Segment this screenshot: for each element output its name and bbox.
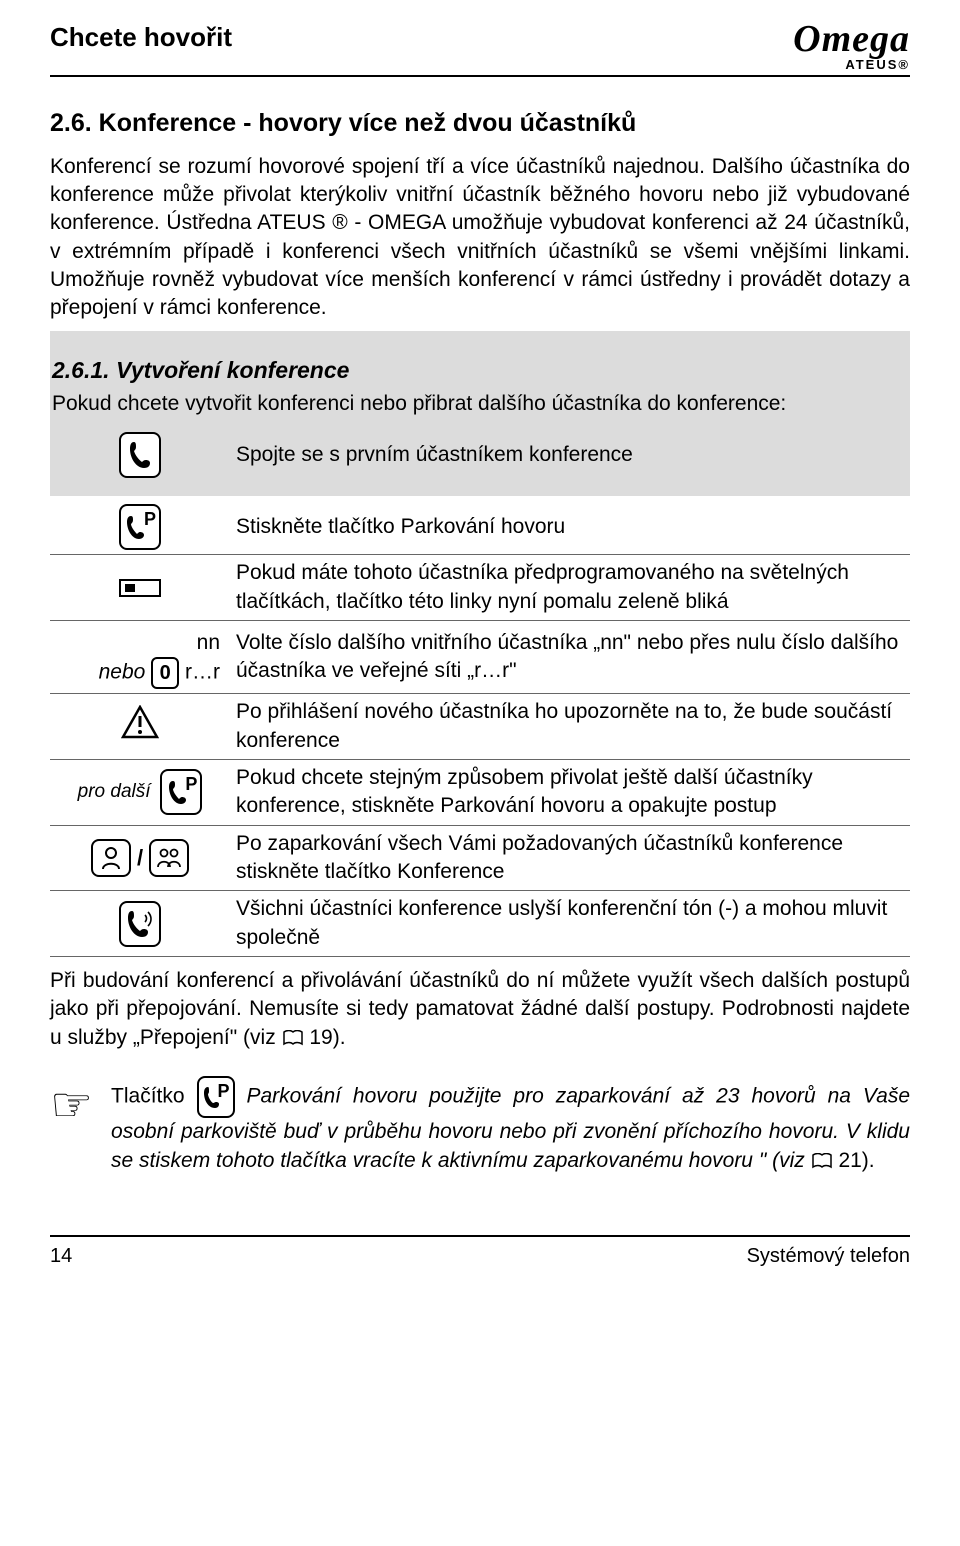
step-row-8: Všichni účastníci konference uslyší konf… — [50, 891, 910, 957]
park-call-icon: P — [197, 1076, 235, 1118]
step-text-4: Volte číslo dalšího vnitřního účastníka … — [230, 620, 910, 693]
led-button-icon — [119, 579, 161, 597]
step-text-5: Po přihlášení nového účastníka ho upozor… — [230, 694, 910, 760]
page-number: 14 — [50, 1243, 72, 1270]
section-heading: 2.6. Konference - hovory více než dvou ú… — [50, 107, 910, 141]
step-icon-cell: / — [50, 825, 230, 891]
nebo-label: nebo — [99, 661, 146, 684]
step-text-8: Všichni účastníci konference uslyší konf… — [230, 891, 910, 957]
step-icon-cell: P — [50, 500, 230, 555]
step-text-3: Pokud máte tohoto účastníka předprogramo… — [230, 555, 910, 621]
brand-name: Omega — [793, 20, 910, 58]
step-icon-cell: pro další P — [50, 759, 230, 825]
nn-label: nn — [197, 631, 220, 654]
step-icon-cell — [50, 428, 230, 482]
section-title: Konference - hovory více než dvou účastn… — [99, 109, 637, 137]
section-number: 2.6. — [50, 109, 92, 137]
step-row-1: Spojte se s prvním účastníkem konference — [50, 428, 910, 482]
step-icon-cell — [50, 694, 230, 760]
brand-logo: Omega ATEUS® — [793, 20, 910, 71]
book-icon — [811, 1147, 833, 1175]
tip-note: ☞ Tlačítko P Parkování hovoru použijte p… — [50, 1076, 910, 1175]
pointing-hand-icon: ☞ — [50, 1076, 93, 1130]
subsection-number: 2.6.1. — [52, 357, 110, 383]
step-row-6: pro další P Pokud chcete stejným způsobe… — [50, 759, 910, 825]
step-icon-cell: nn nebo 0 r…r — [50, 620, 230, 693]
page-header: Chcete hovořit Omega ATEUS® — [50, 20, 910, 77]
park-call-icon: P — [160, 769, 202, 815]
step-row-5: Po přihlášení nového účastníka ho upozor… — [50, 694, 910, 760]
zero-key-icon: 0 — [151, 657, 179, 689]
after-ref: 19). — [304, 1026, 346, 1049]
group-icon — [149, 839, 189, 877]
step-text-2: Stiskněte tlačítko Parkování hovoru — [230, 500, 910, 555]
subsection-intro: Pokud chcete vytvořit konferenci nebo př… — [50, 390, 910, 424]
step-row-7: / Po zaparkování všech Vámi požadovaných… — [50, 825, 910, 891]
footer-label: Systémový telefon — [747, 1243, 910, 1270]
park-call-icon: P — [119, 504, 161, 550]
rr-label: r…r — [185, 661, 220, 684]
steps-table: Spojte se s prvním účastníkem konference — [50, 428, 910, 482]
subsection-title: Vytvoření konference — [116, 357, 350, 383]
subsection-heading: 2.6.1. Vytvoření konference — [50, 355, 910, 386]
step-row-4: nn nebo 0 r…r Volte číslo dalšího vnitřn… — [50, 620, 910, 693]
note-pre: Tlačítko — [111, 1085, 196, 1108]
page-footer: 14 Systémový telefon — [50, 1235, 910, 1270]
step-text-1: Spojte se s prvním účastníkem konference — [230, 428, 910, 482]
after-text: Při budování konferencí a přivolávání úč… — [50, 967, 910, 1052]
handset-icon — [119, 432, 161, 478]
step-text-6: Pokud chcete stejným způsobem přivolat j… — [230, 759, 910, 825]
step-text-7: Po zaparkování všech Vámi požadovaných ú… — [230, 825, 910, 891]
book-icon — [282, 1024, 304, 1052]
note-ref: 21). — [833, 1149, 875, 1172]
header-title: Chcete hovořit — [50, 20, 232, 55]
step-icon-cell — [50, 555, 230, 621]
warning-icon — [121, 705, 159, 739]
gray-instruction-block: 2.6.1. Vytvoření konference Pokud chcete… — [50, 331, 910, 496]
steps-table-2: P Stiskněte tlačítko Parkování hovoru Po… — [50, 500, 910, 957]
step-icon-cell — [50, 891, 230, 957]
handset-sound-icon — [119, 901, 161, 947]
person-icon — [91, 839, 131, 877]
section-body: Konferencí se rozumí hovorové spojení tř… — [50, 153, 910, 323]
step-row-3: Pokud máte tohoto účastníka předprogramo… — [50, 555, 910, 621]
note-text: Tlačítko P Parkování hovoru použijte pro… — [111, 1076, 910, 1175]
pro-dalsi-label: pro další — [78, 779, 151, 805]
after-span: Při budování konferencí a přivolávání úč… — [50, 969, 910, 1049]
step-row-2: P Stiskněte tlačítko Parkování hovoru — [50, 500, 910, 555]
